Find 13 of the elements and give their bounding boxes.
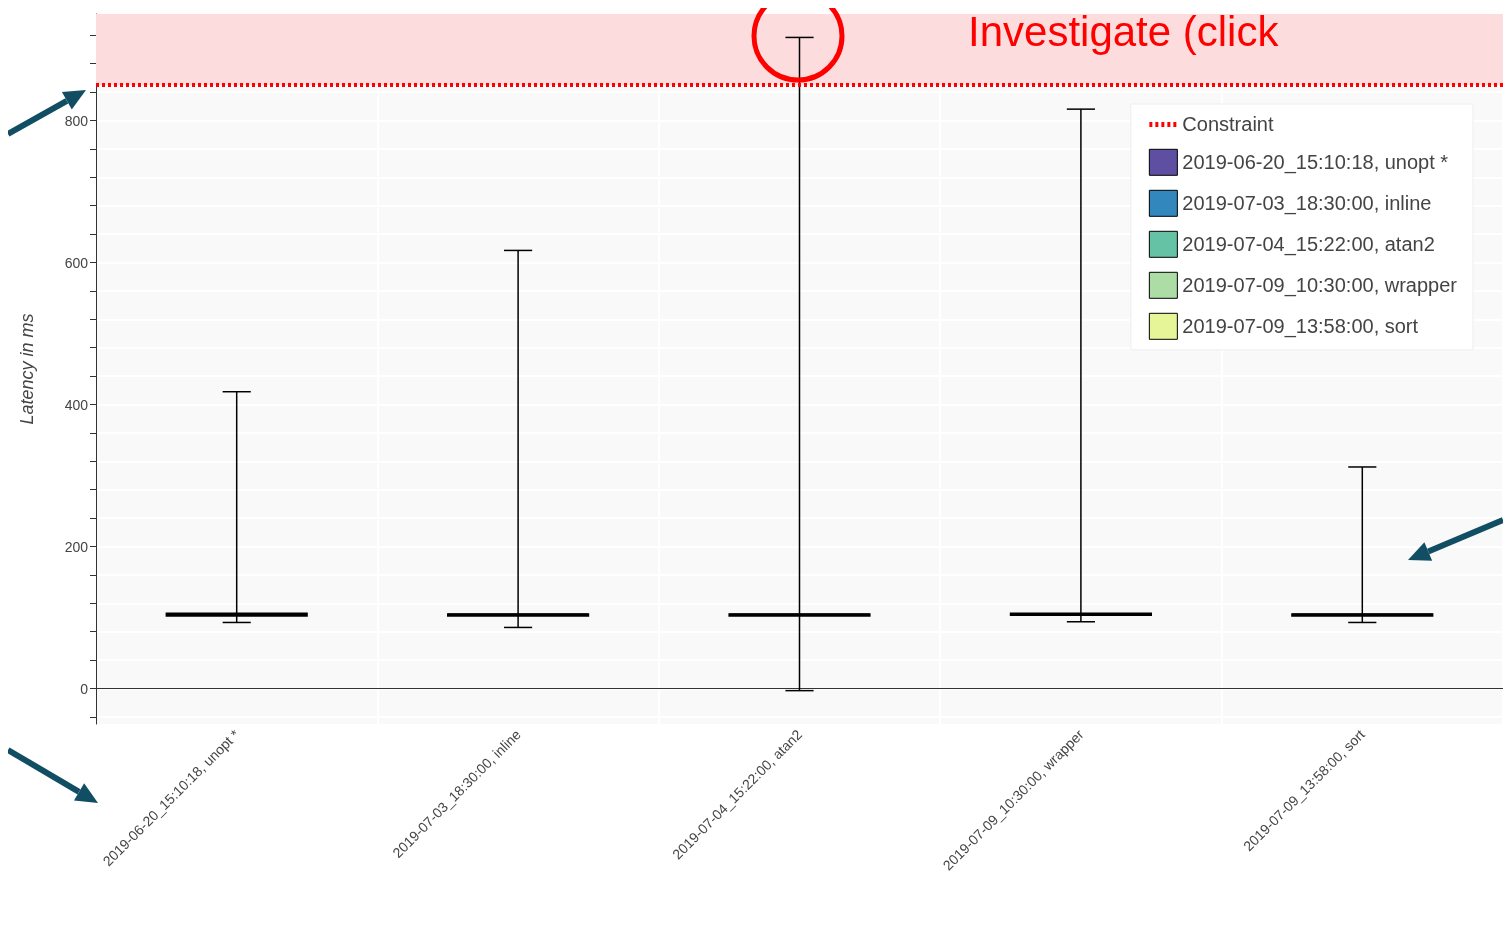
annotation: Investigate (click — [968, 7, 1280, 55]
y-axis-title: Latency in ms — [17, 313, 37, 425]
y-tick-label: 400 — [64, 396, 89, 413]
legend-label: Constraint — [1182, 113, 1274, 136]
legend-label: 2019-07-04_15:22:00, atan2 — [1182, 233, 1435, 257]
legend-label: 2019-07-09_13:58:00, sort — [1182, 315, 1419, 339]
y-tick-label: 600 — [64, 254, 89, 271]
legend-label: 2019-06-20_15:10:18, unopt * — [1182, 151, 1449, 175]
y-tick-label: 0 — [80, 680, 89, 697]
y-tick-label: 800 — [64, 112, 89, 129]
legend-label: 2019-07-03_18:30:00, inline — [1182, 192, 1432, 216]
y-tick-label: 200 — [64, 538, 89, 555]
legend-label: 2019-07-09_10:30:00, wrapper — [1182, 274, 1458, 298]
